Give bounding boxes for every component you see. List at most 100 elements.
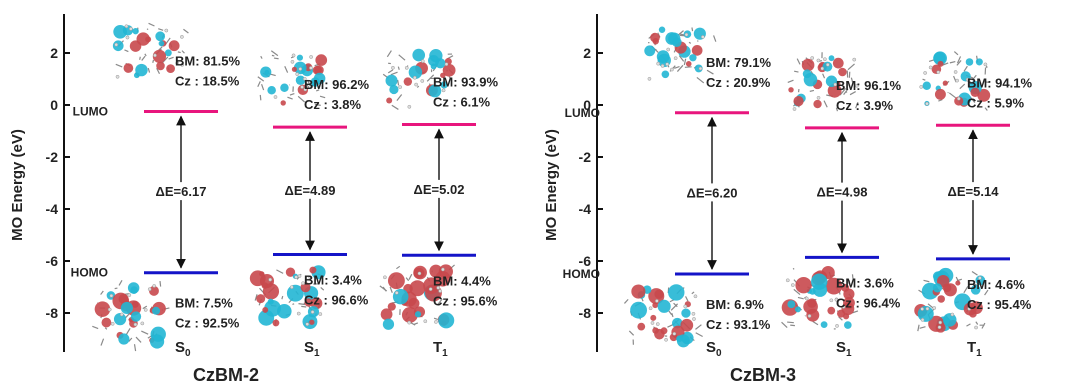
bond-stick <box>971 270 978 276</box>
bond-stick <box>843 88 849 96</box>
bond-stick <box>144 53 147 57</box>
energy-gap-label: ΔE=5.14 <box>948 184 1000 199</box>
orbital-lobe <box>922 81 931 90</box>
lumo-cz-percent: Cz : 3.8% <box>304 97 362 112</box>
atom <box>310 310 315 314</box>
bond-stick <box>963 65 968 72</box>
orbital-lobe <box>942 80 948 86</box>
atom <box>855 83 859 88</box>
bond-stick <box>398 54 406 61</box>
bond-stick <box>984 81 990 83</box>
bond-stick <box>152 59 155 63</box>
orbital-lobe <box>801 58 815 72</box>
orbital-lobe <box>94 301 111 317</box>
state-letter: S <box>836 339 846 356</box>
homo-cz-percent: Cz : 95.4% <box>967 297 1032 312</box>
bond-stick <box>118 280 123 286</box>
state-label: S1 <box>304 339 320 359</box>
atom <box>129 27 133 31</box>
atom <box>133 322 138 327</box>
molecular-orbital-icon <box>919 51 991 111</box>
bond-stick <box>688 41 692 44</box>
bond-stick <box>938 98 943 102</box>
bond-stick <box>823 100 828 108</box>
bond-stick <box>396 94 403 101</box>
orbital-lobe <box>309 266 317 274</box>
bond-stick <box>181 50 185 54</box>
atom <box>291 53 296 58</box>
molecular-orbital-icon <box>623 284 703 348</box>
atom <box>290 59 295 64</box>
orbital-lobe <box>650 314 657 321</box>
bond-stick <box>809 89 815 92</box>
atom <box>920 307 925 311</box>
bond-stick <box>320 286 325 291</box>
orbital-lobe <box>118 333 130 345</box>
orbital-lobe <box>827 83 842 98</box>
orbital-lobe <box>382 318 395 330</box>
atom <box>127 293 132 297</box>
atom <box>683 304 688 309</box>
orbital-lobe <box>787 300 796 309</box>
bond-stick <box>792 267 795 270</box>
homo-bm-percent: BM: 6.9% <box>706 297 764 312</box>
atom <box>110 321 115 326</box>
lumo-bm-percent: BM: 94.1% <box>967 75 1032 90</box>
bond-stick <box>790 324 796 327</box>
orbital-lobe <box>442 63 456 77</box>
bond-stick <box>168 56 174 60</box>
orbital-lobe <box>428 84 442 98</box>
atom <box>420 59 425 63</box>
bond-stick <box>389 286 393 293</box>
bond-stick <box>260 55 263 59</box>
bond-stick <box>307 79 312 87</box>
bond-stick <box>413 322 419 325</box>
orbital-lobe <box>691 45 703 56</box>
energy-gap-label: ΔE=6.20 <box>687 185 738 200</box>
atom <box>852 57 857 62</box>
bond-stick <box>847 63 855 71</box>
orbital-lobe <box>954 96 964 106</box>
orbital-lobe <box>249 270 266 287</box>
atom <box>790 283 795 287</box>
bond-stick <box>838 316 843 321</box>
orbital-lobe <box>680 318 694 332</box>
orbital-lobe <box>434 271 451 287</box>
bond-stick <box>919 326 926 329</box>
bond-stick <box>948 92 957 99</box>
atom <box>309 55 313 59</box>
atom <box>846 279 851 284</box>
homo-cz-percent: Cz : 96.4% <box>836 295 901 310</box>
orbital-lobe <box>427 55 440 67</box>
homo-bm-percent: BM: 3.6% <box>836 275 894 290</box>
orbital-lobe <box>644 45 656 57</box>
bond-stick <box>257 76 265 82</box>
molecular-orbital-icon <box>249 265 326 330</box>
orbital-lobe <box>440 81 448 89</box>
bond-stick <box>133 344 137 352</box>
bond-stick <box>148 22 155 27</box>
atom <box>655 299 659 303</box>
orbital-lobe <box>408 297 420 309</box>
state-group: ΔE=5.02 BM: 93.9% Cz : 6.1% BM: 4.4% Cz : 95… <box>379 48 498 359</box>
atom <box>936 70 941 75</box>
atom <box>147 287 152 292</box>
atom <box>919 85 924 89</box>
atom <box>648 306 653 311</box>
bond-stick <box>177 51 181 54</box>
orbital-lobe <box>685 61 692 67</box>
bond-stick <box>797 296 804 300</box>
orbital-lobe <box>933 51 946 65</box>
bond-stick <box>855 101 859 109</box>
orbital-lobe <box>970 284 981 295</box>
bond-stick <box>971 74 977 81</box>
orbital-lobe <box>280 100 286 106</box>
bond-stick <box>671 313 674 318</box>
orbital-lobe <box>681 308 691 318</box>
orbital-lobe <box>309 319 315 325</box>
orbital-lobe <box>813 99 822 109</box>
orbital-lobe <box>942 313 957 327</box>
lumo-bm-percent: BM: 96.2% <box>304 77 369 92</box>
bond-stick <box>270 50 279 57</box>
orbital-lobe <box>661 70 670 79</box>
